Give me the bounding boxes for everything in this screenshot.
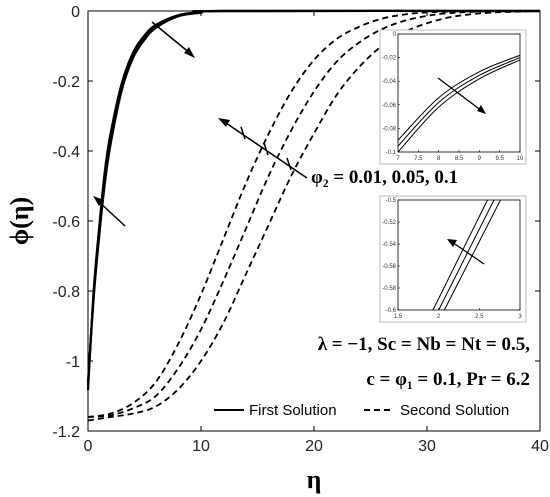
inset-y-tick-label: -0.58 <box>382 286 396 292</box>
inset-series <box>397 57 521 147</box>
inset-y-tick-label: -0.1 <box>386 150 397 156</box>
inset-y-tick-label: -0.56 <box>382 264 396 270</box>
legend: First Solution Second Solution <box>214 402 509 419</box>
inset-series <box>443 199 501 311</box>
inset-lower-arrow-line <box>451 241 485 265</box>
arrow-second-line <box>222 120 308 179</box>
x-tick-label: 0 <box>84 438 93 455</box>
inset-y-tick-label: 0 <box>393 32 397 38</box>
inset-x-tick-label: 1.5 <box>394 314 403 320</box>
legend-first-label: First Solution <box>249 402 337 419</box>
series-second-phi2-0.01 <box>87 9 541 418</box>
inset-series <box>432 199 488 311</box>
params-line-1: λ = −1, Sc = Nb = Nt = 0.5, <box>318 334 531 355</box>
series-group <box>86 9 541 422</box>
y-tick-label: -1 <box>66 354 80 371</box>
inset-y-tick-label: -0.5 <box>386 198 397 204</box>
arrow-first-bottom-head <box>93 196 104 206</box>
inset-series <box>438 199 495 311</box>
inset-x-tick-label: 8.5 <box>455 156 464 162</box>
inset-upper-arrow-line <box>437 77 483 112</box>
x-tick-label: 20 <box>305 438 323 455</box>
x-axis-title: η <box>307 465 322 494</box>
inset-lower-arrow-head <box>447 239 457 247</box>
arrow-second-tick-2 <box>263 142 269 156</box>
arrow-second-tick-1 <box>240 126 246 140</box>
inset-series <box>397 59 521 153</box>
inset-series <box>397 54 521 141</box>
axis-ticks: 0 10 20 30 400-0.2-0.4-0.6-0.8-1-1.2 <box>52 4 549 455</box>
inset-x-tick-label: 2 <box>437 314 441 320</box>
inset-upper: 7 7.5 8 8.5 9 9.5 10 0 -0.02 -0.04 -0.06 -0.08 -0.1 <box>379 29 527 165</box>
inset-x-tick-label: 9.5 <box>495 156 504 162</box>
y-tick-label: -0.6 <box>52 214 80 231</box>
phi2-label: φ₂ = 0.01, 0.05, 0.1 <box>311 167 458 188</box>
series-second-phi2-0.05 <box>87 9 541 418</box>
arrow-first-top-line <box>151 21 192 55</box>
inset-y-tick-label: -0.08 <box>382 126 396 132</box>
inset-y-tick-label: -0.06 <box>382 103 396 109</box>
arrow-first-bottom-line <box>96 199 126 227</box>
inset-lower: 1.5 2 2.5 3 -0.5 -0.52 -0.54 -0.56 -0.58 -0.6 <box>379 195 527 323</box>
inset-frame <box>397 199 521 311</box>
inset-y-tick-label: -0.02 <box>382 56 396 62</box>
inset-x-tick-label: 9 <box>478 156 482 162</box>
inset-x-tick-label: 10 <box>517 156 524 162</box>
x-tick-label: 40 <box>531 438 549 455</box>
series-second-phi2-0.1 <box>87 10 541 422</box>
inset-x-tick-label: 2.5 <box>475 314 484 320</box>
y-tick-label: -1.2 <box>52 424 80 441</box>
inset-y-tick-label: -0.52 <box>382 220 396 226</box>
arrow-first-top-head <box>184 47 195 58</box>
inset-y-tick-label: -0.04 <box>382 79 396 85</box>
arrow-second-tick-3 <box>286 157 292 171</box>
inset-x-tick-label: 3 <box>518 314 522 320</box>
y-tick-label: -0.4 <box>52 144 80 161</box>
inset-x-tick-label: 7 <box>396 156 400 162</box>
inset-x-tick-label: 8 <box>437 156 441 162</box>
legend-second-label: Second Solution <box>400 402 509 419</box>
y-tick-label: -0.2 <box>52 74 80 91</box>
x-tick-label: 30 <box>418 438 436 455</box>
x-tick-label: 10 <box>192 438 210 455</box>
series-first-phi2-0.1 <box>86 9 541 383</box>
arrows <box>93 21 308 227</box>
inset-upper-arrow-head <box>477 105 486 114</box>
inset-y-tick-label: -0.6 <box>386 308 397 314</box>
arrow-second-head <box>218 118 230 127</box>
inset-y-tick-label: -0.54 <box>382 242 396 248</box>
y-tick-label: 0 <box>71 4 80 21</box>
inset-x-tick-label: 7.5 <box>414 156 423 162</box>
params-line-2: c = φ₁ = 0.1, Pr = 6.2 <box>366 369 530 390</box>
y-tick-label: -0.8 <box>52 284 80 301</box>
y-axis-title: ϕ(η) <box>5 197 34 245</box>
